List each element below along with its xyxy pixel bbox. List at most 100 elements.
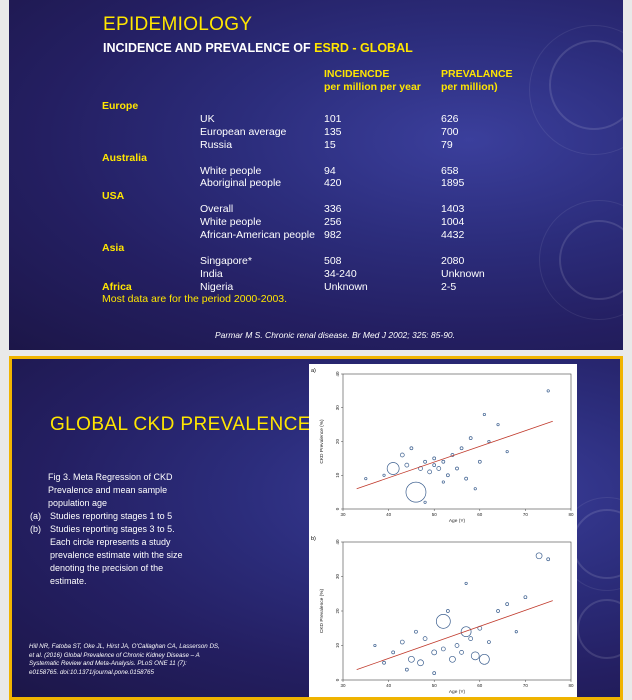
study-circle xyxy=(505,602,510,606)
description-line: Prevalence and mean sample xyxy=(48,485,168,495)
y-tick-label: 30 xyxy=(335,574,340,580)
study-circle xyxy=(479,653,490,665)
prevalence-value: 658 xyxy=(441,164,459,177)
incidence-value: 135 xyxy=(324,125,342,138)
study-circle xyxy=(399,639,405,645)
region-label: Africa xyxy=(102,280,132,293)
study-circle xyxy=(446,609,450,613)
x-tick-label: 50 xyxy=(432,512,438,517)
incidence-value: 420 xyxy=(324,177,342,190)
y-tick-label: 40 xyxy=(335,371,340,377)
prevalence-value: 2-5 xyxy=(441,280,457,293)
study-circle xyxy=(459,650,464,655)
description-line: denoting the precision of the xyxy=(50,563,164,573)
slide-epidemiology: EPIDEMIOLOGY INCIDENCE AND PREVALENCE OF… xyxy=(9,0,623,350)
header-prevalence: PREVALANCE xyxy=(441,68,513,80)
y-tick-label: 10 xyxy=(335,643,340,649)
reference-line: et al. (2016) Global Prevalence of Chron… xyxy=(29,651,200,659)
x-tick-label: 80 xyxy=(568,683,574,688)
subtitle-prefix: INCIDENCE AND PREVALENCE OF xyxy=(103,41,315,55)
study-circle xyxy=(470,651,480,661)
subtitle-highlight: ESRD - GLOBAL xyxy=(314,41,413,55)
incidence-value: 94 xyxy=(324,164,336,177)
study-circle xyxy=(441,459,446,464)
reference-line: e0158765. doi:10.1371/journal.pone.01587… xyxy=(29,668,154,676)
study-circle xyxy=(431,649,438,656)
reference-line: Systematic Review and Meta-Analysis. PLo… xyxy=(29,660,187,667)
study-circle xyxy=(455,466,459,471)
row-label: Russia xyxy=(200,138,233,151)
study-circle xyxy=(464,581,468,585)
incidence-value: 34-240 xyxy=(324,267,357,280)
prevalence-value: 79 xyxy=(441,138,453,151)
x-tick-label: 60 xyxy=(477,512,483,517)
description-item: (b) Studies reporting stages 3 to 5. xyxy=(30,523,230,536)
description-line: Fig 3. Meta Regression of CKD xyxy=(48,472,173,482)
study-circle xyxy=(405,481,427,503)
header-incidence-unit: per million per year xyxy=(324,81,421,93)
regression-line xyxy=(356,600,553,671)
study-circle xyxy=(414,629,418,634)
study-circle xyxy=(477,459,482,464)
prevalence-value: 4432 xyxy=(441,229,465,241)
y-axis-label: CKD Prevalence (%) xyxy=(319,419,325,464)
row-label: Nigeria xyxy=(200,280,234,293)
study-circle xyxy=(464,476,468,481)
item-text: Studies reporting stages 1 to 5 xyxy=(50,511,173,521)
x-tick-label: 30 xyxy=(340,512,346,517)
study-circle xyxy=(496,609,500,613)
reference: Hill NR, Fatoba ST, Oke JL, Hirst JA, O'… xyxy=(29,643,279,677)
decorative-arc xyxy=(529,25,623,155)
description-line: prevalence estimate with the size xyxy=(50,550,183,560)
region-label: Europe xyxy=(102,100,139,112)
study-circle xyxy=(382,473,386,477)
row-label: Singapore* xyxy=(200,254,252,267)
item-label: (a) xyxy=(30,511,41,521)
study-circle xyxy=(454,643,460,648)
y-tick-label: 0 xyxy=(335,678,340,681)
prevalence-value: 2080 xyxy=(441,254,465,267)
study-circle xyxy=(364,477,368,481)
slide-title: GLOBAL CKD PREVALENCE xyxy=(50,414,311,435)
decorative-arc xyxy=(577,599,620,659)
x-tick-label: 40 xyxy=(386,683,392,688)
study-circle xyxy=(423,500,427,504)
header-incidence: INCIDENCDE xyxy=(324,68,390,80)
study-circle xyxy=(386,462,400,475)
row-label: UK xyxy=(200,112,215,125)
incidence-value: 15 xyxy=(324,138,336,151)
study-circle xyxy=(408,655,415,663)
row-label: Aboriginal people xyxy=(200,177,282,190)
incidence-value: 336 xyxy=(324,203,342,216)
slide-ckd-prevalence: GLOBAL CKD PREVALENCE Fig 3. Meta Regres… xyxy=(9,356,623,700)
study-circle xyxy=(487,640,491,644)
x-tick-label: 70 xyxy=(523,683,529,688)
study-circle xyxy=(432,671,437,675)
citation: Parmar M S. Chronic renal disease. Br Me… xyxy=(215,330,456,340)
reference-line: Hill NR, Fatoba ST, Oke JL, Hirst JA, O'… xyxy=(29,643,220,650)
study-circle xyxy=(449,655,456,663)
y-tick-label: 40 xyxy=(335,539,340,545)
x-tick-label: 80 xyxy=(568,512,574,517)
y-tick-label: 30 xyxy=(335,405,340,411)
row-label: Overall xyxy=(200,203,234,216)
description-line: estimate. xyxy=(50,576,87,586)
incidence-value: 101 xyxy=(324,112,342,125)
plot-area xyxy=(342,541,572,681)
study-circle xyxy=(422,636,428,641)
study-circle xyxy=(487,439,491,444)
panel-label: a) xyxy=(311,368,316,374)
incidence-value: 256 xyxy=(324,216,342,229)
study-circle xyxy=(404,462,410,468)
prevalence-value: Unknown xyxy=(441,267,485,280)
prevalence-value: 1004 xyxy=(441,216,465,229)
x-tick-label: 30 xyxy=(340,683,346,688)
prevalence-value: 1403 xyxy=(441,203,465,216)
table-note: Most data are for the period 2000-2003. xyxy=(102,293,288,305)
x-tick-label: 70 xyxy=(523,512,529,517)
panel-label: b) xyxy=(311,536,316,542)
study-circle xyxy=(391,650,396,655)
x-tick-label: 60 xyxy=(477,683,483,688)
incidence-value: Unknown xyxy=(324,280,368,293)
description-line: population age xyxy=(48,498,108,508)
